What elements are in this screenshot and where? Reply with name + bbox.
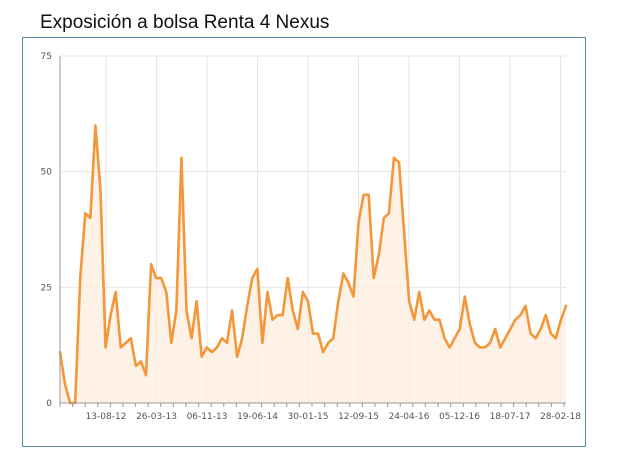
exposure-area-chart: 0 25 50 75 13-08-12 26-03-13 06-11-13 19-06-14… xyxy=(41,52,582,422)
x-tick-labels: 13-08-12 26-03-13 06-11-13 19-06-14 30-01-15… xyxy=(86,412,582,422)
page-title: Exposición a bolsa Renta 4 Nexus xyxy=(40,12,330,33)
x-tick-label: 24-04-16 xyxy=(389,412,430,422)
x-tick-label: 28-02-18 xyxy=(540,412,581,422)
x-tick-label: 19-06-14 xyxy=(237,412,278,422)
exposure-area-fill xyxy=(60,125,566,404)
x-tick-label: 06-11-13 xyxy=(187,412,228,422)
y-tick-label: 75 xyxy=(41,52,52,62)
y-tick-label: 50 xyxy=(41,168,53,178)
x-tick-label: 12-09-15 xyxy=(338,412,379,422)
y-tick-label: 25 xyxy=(41,283,52,293)
exposure-series-line xyxy=(58,124,568,405)
x-tick-label: 13-08-12 xyxy=(86,412,127,422)
x-tick-label: 05-12-16 xyxy=(439,412,480,422)
chart-frame: 0 25 50 75 13-08-12 26-03-13 06-11-13 19-06-14… xyxy=(22,37,586,447)
axis-layer xyxy=(59,56,566,407)
y-tick-label: 0 xyxy=(46,399,52,409)
x-tick-label: 30-01-15 xyxy=(288,412,329,422)
y-tick-labels: 0 25 50 75 xyxy=(41,52,53,409)
x-tick-label: 26-03-13 xyxy=(136,412,177,422)
x-tick-label: 18-07-17 xyxy=(490,412,531,422)
